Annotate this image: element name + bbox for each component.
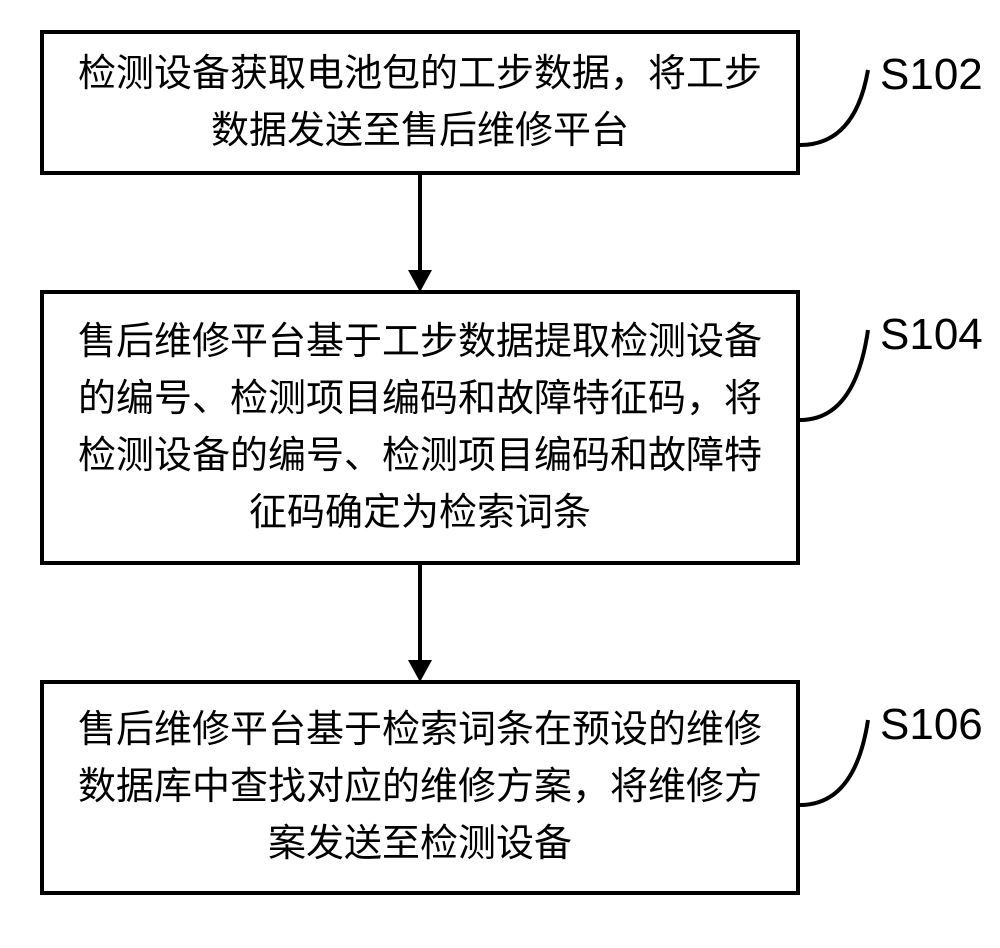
flow-node-s106: 售后维修平台基于检索词条在预设的维修数据库中查找对应的维修方案，将维修方案发送至… (40, 680, 800, 895)
step-label-s106: S106 (880, 700, 983, 750)
flow-arrow-2 (418, 565, 442, 682)
connector-curve-s106 (800, 710, 880, 820)
step-label-s104: S104 (880, 310, 983, 360)
connector-curve-s102 (800, 60, 880, 160)
flow-arrow-1 (418, 175, 442, 292)
flow-node-text: 检测设备获取电池包的工步数据，将工步数据发送至售后维修平台 (64, 46, 776, 160)
flow-node-s102: 检测设备获取电池包的工步数据，将工步数据发送至售后维修平台 (40, 30, 800, 175)
flowchart-container: 检测设备获取电池包的工步数据，将工步数据发送至售后维修平台 S102 售后维修平… (0, 0, 1000, 948)
connector-curve-s104 (800, 320, 880, 440)
flow-node-text: 售后维修平台基于工步数据提取检测设备的编号、检测项目编码和故障特征码，将检测设备… (64, 314, 776, 542)
step-label-s102: S102 (880, 50, 983, 100)
flow-node-s104: 售后维修平台基于工步数据提取检测设备的编号、检测项目编码和故障特征码，将检测设备… (40, 290, 800, 565)
flow-node-text: 售后维修平台基于检索词条在预设的维修数据库中查找对应的维修方案，将维修方案发送至… (64, 702, 776, 873)
